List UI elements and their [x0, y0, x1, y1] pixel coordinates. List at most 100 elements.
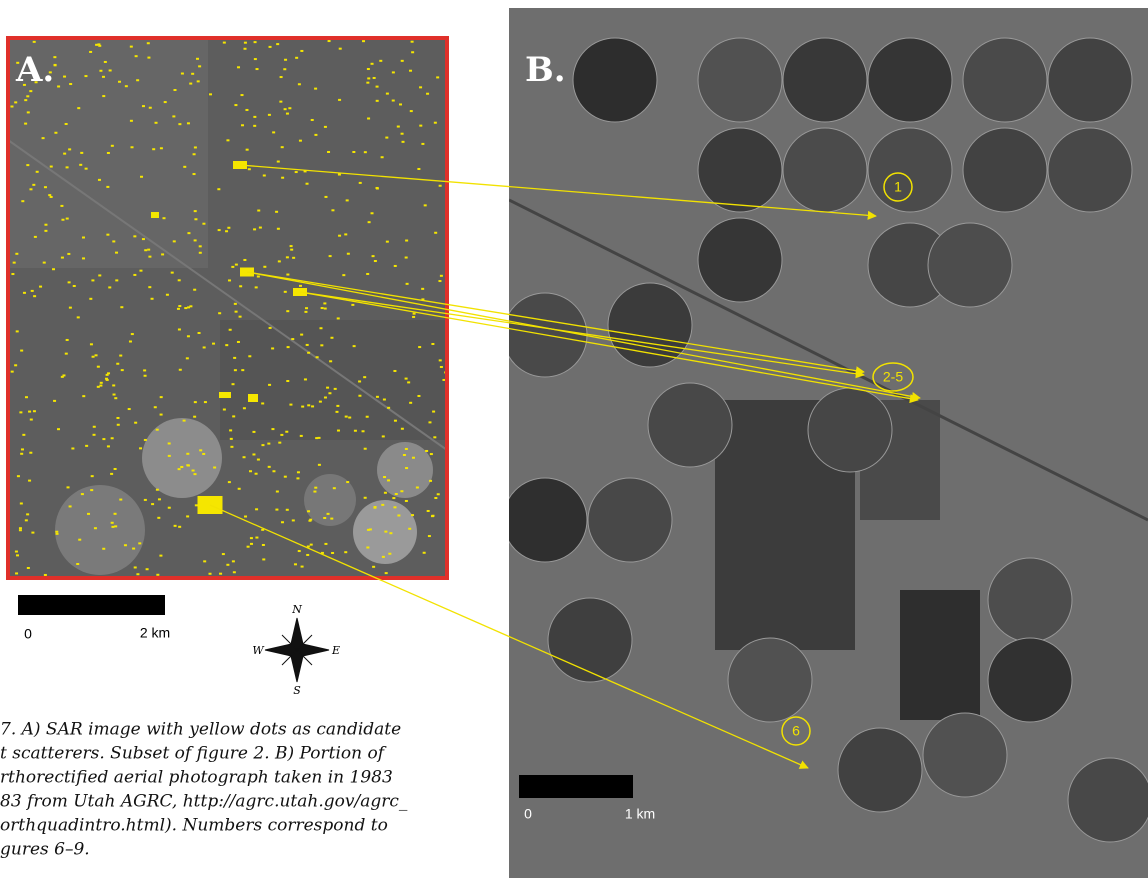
scatterer-dot — [102, 95, 105, 97]
scatterer-dot — [195, 504, 198, 506]
scatterer-dot — [77, 107, 80, 109]
scatterer-dot — [358, 395, 361, 397]
scatterer-dot — [69, 307, 72, 309]
scatterer-dot — [399, 103, 402, 105]
scatterer-dot — [227, 227, 230, 229]
scatterer-dot — [401, 133, 404, 135]
scatterer-dot — [102, 438, 105, 440]
scatterer-dot — [306, 554, 309, 556]
pivot — [808, 388, 892, 472]
scatterer-dot — [289, 404, 292, 406]
scatterer-dot — [416, 487, 419, 489]
scatterer-dot — [359, 182, 362, 184]
scatterer-dot — [142, 105, 145, 107]
scatterer-dot — [410, 110, 413, 112]
scatterer-dot — [194, 239, 197, 241]
scatterer-dot — [160, 414, 163, 416]
scatterer-dot — [412, 457, 415, 459]
scatterer-dot — [323, 302, 326, 304]
scatterer-dot — [367, 529, 370, 531]
scatterer-dot — [29, 452, 32, 454]
scatterer-dot — [139, 270, 142, 272]
scatterer-dot — [419, 125, 422, 127]
scatterer-dot — [345, 416, 348, 418]
scatterer-dot — [237, 341, 240, 343]
scatterer-dot — [183, 166, 186, 168]
scatterer-dot — [55, 531, 58, 533]
scatterer-dot — [308, 520, 311, 522]
scatterer-dot — [131, 146, 134, 148]
scatterer-dot — [280, 76, 283, 78]
marker-label: 1 — [894, 179, 902, 195]
scatterer-dot — [300, 50, 303, 52]
scatterer-dot — [197, 80, 200, 82]
scatterer-dot — [71, 447, 74, 449]
scatterer-dot — [15, 572, 18, 574]
scatterer-dot — [10, 106, 13, 108]
scatterer-dot — [187, 232, 190, 234]
scatterer-dot — [428, 535, 431, 537]
scatterer-dot — [392, 100, 395, 102]
scatterer-dot — [290, 245, 293, 247]
scatterer-dot — [253, 116, 256, 118]
scatterer-dot — [364, 448, 367, 450]
scatterer-dot — [406, 283, 409, 285]
scatterer-dot — [344, 551, 347, 553]
scatterer-dot — [228, 279, 231, 281]
scatterer-dot — [405, 240, 408, 242]
pivot — [963, 128, 1047, 212]
scatterer-dot — [280, 434, 283, 436]
scatterer-dot — [163, 217, 166, 219]
scatterer-dot — [235, 311, 238, 313]
scatterer-dot — [234, 303, 237, 305]
scatterer-dot — [116, 417, 119, 419]
scatterer-dot — [168, 455, 171, 457]
scatterer-dot — [394, 265, 397, 267]
scatterer-dot — [196, 58, 199, 60]
pivot — [728, 638, 812, 722]
scatterer-dot — [30, 419, 33, 421]
scatterer-dot — [11, 273, 14, 275]
scatterer-dot — [250, 537, 253, 539]
scatterer-dot — [261, 402, 264, 404]
scatterer-dot — [21, 448, 24, 450]
scatterer-dot — [278, 442, 281, 444]
scatterer-dot — [319, 327, 322, 329]
scatterer-dot — [44, 186, 47, 188]
scatterer-dot — [184, 307, 187, 309]
scatterer-dot — [186, 515, 189, 517]
scatterer-dot — [194, 210, 197, 212]
scatterer-dot — [362, 430, 365, 432]
scatterer-dot — [372, 566, 375, 568]
scatterer-dot — [187, 122, 190, 124]
scatterer-dot — [297, 471, 300, 473]
scatterer-dot — [397, 126, 400, 128]
scatterer-dot — [144, 249, 147, 251]
scatterer-dot — [254, 58, 257, 60]
scatterer-dot — [116, 363, 119, 365]
scatterer-dot — [405, 448, 408, 450]
scatterer-dot — [90, 489, 93, 491]
scatterer-cluster — [219, 392, 231, 398]
scatterer-dot — [36, 171, 39, 173]
scatterer-dot — [54, 132, 57, 134]
scatterer-dot — [320, 344, 323, 346]
scatterer-dot — [421, 143, 424, 145]
scatterer-dot — [366, 546, 369, 548]
scatterer-dot — [381, 156, 384, 158]
scatterer-dot — [226, 564, 229, 566]
scatterer-dot — [324, 126, 327, 128]
scatterer-dot — [348, 417, 351, 419]
scatterer-dot — [371, 212, 374, 214]
scatterer-dot — [440, 366, 443, 368]
scatterer-dot — [411, 41, 414, 43]
scatterer-dot — [217, 188, 220, 190]
scatterer-dot — [268, 384, 271, 386]
scatterer-dot — [316, 356, 319, 358]
scatterer-dot — [408, 528, 411, 530]
scatterer-dot — [178, 305, 181, 307]
scatterer-dot — [405, 378, 408, 380]
scatterer-dot — [19, 529, 22, 531]
scatterer-dot — [63, 153, 66, 155]
scatterer-dot — [421, 288, 424, 290]
